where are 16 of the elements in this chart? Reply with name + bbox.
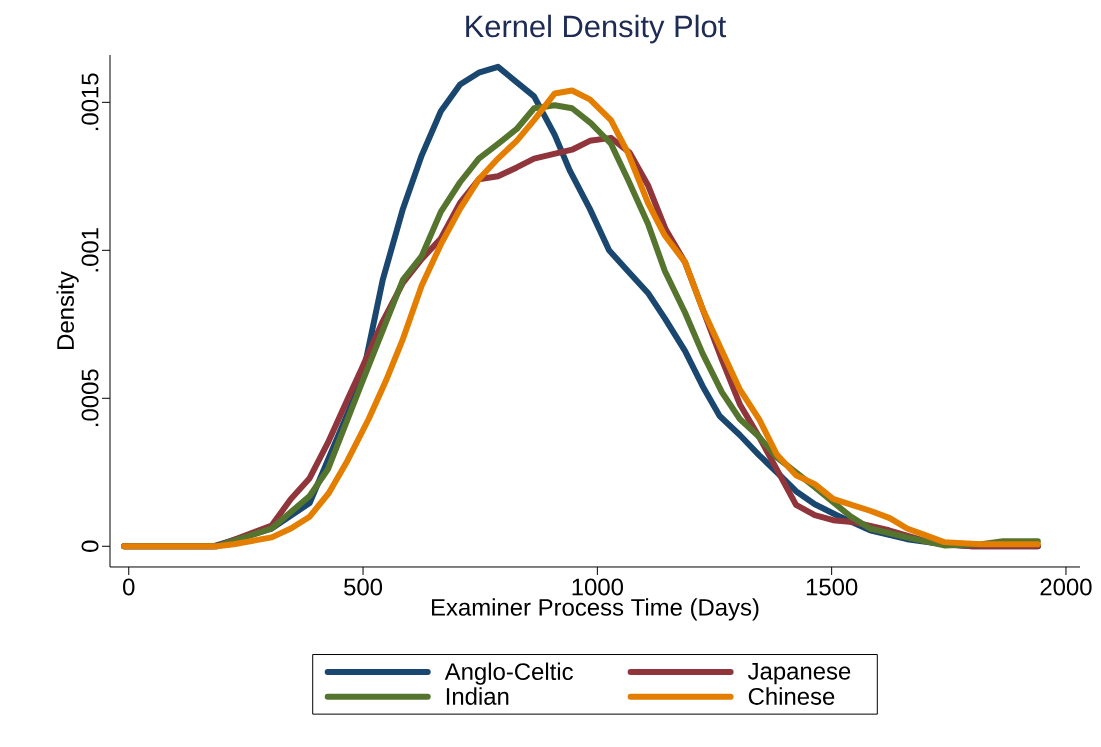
legend-label: Japanese [747,662,851,685]
y-tick-label: .001 [81,228,99,272]
y-tick-label: .0005 [81,369,99,427]
x-tick-label: 500 [344,578,383,596]
y-axis-title: Density [56,271,79,349]
legend-label: Indian [446,687,509,705]
x-tick-label: 2000 [1040,578,1092,596]
legend-label: Chinese [748,687,835,705]
legend-label: Anglo-Celtic [444,662,573,685]
x-tick-label: 1500 [806,578,858,596]
x-tick-label: 1000 [572,578,623,596]
y-tick-label: .0015 [81,73,99,131]
x-tick-label: 0 [123,578,135,596]
chart-title: Kernel Density Plot [466,14,727,44]
y-tick-label: 0 [81,540,99,552]
x-axis-title: Examiner Process Time (Days) [432,598,759,621]
